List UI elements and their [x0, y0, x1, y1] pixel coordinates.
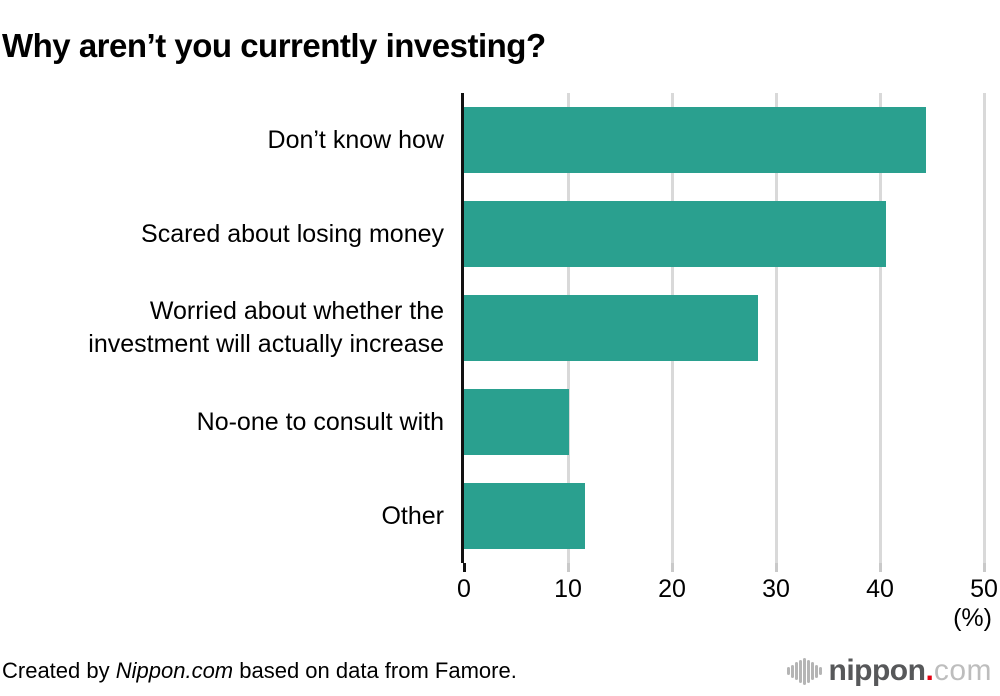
bar-row: Worried about whether the investment wil… [0, 281, 1000, 375]
bar-row: No-one to consult with [0, 375, 1000, 469]
logo-name: nippon [828, 654, 926, 687]
category-label: Other [381, 501, 444, 530]
bar-track [464, 107, 1000, 173]
footer: Created by Nippon.com based on data from… [0, 656, 1000, 686]
x-tick-label: 10 [554, 575, 582, 603]
credit-prefix: Created by [2, 658, 116, 683]
bar-track [464, 483, 1000, 549]
bar [464, 295, 759, 361]
bar-row: Scared about losing money [0, 187, 1000, 281]
x-tick-label: 40 [866, 575, 894, 603]
bar [464, 483, 585, 549]
axis-tick [982, 563, 986, 572]
bar-rows: Don’t know how Scared about losing money… [0, 93, 1000, 563]
soundwave-icon [787, 657, 822, 685]
gridline [878, 93, 882, 563]
x-tick-label: 20 [658, 575, 686, 603]
x-tick-label: 50 [970, 575, 998, 603]
bar-track [464, 295, 1000, 361]
gridline [774, 93, 778, 563]
bar [464, 107, 926, 173]
logo-tld: com [933, 654, 992, 687]
bar-track [464, 201, 1000, 267]
nippon-logo: nippon. com [787, 656, 992, 686]
x-tick-label: 0 [457, 575, 471, 603]
category-label: Don’t know how [267, 125, 444, 154]
category-label: No-one to consult with [196, 407, 444, 436]
nippon-logo-text: nippon. com [829, 656, 993, 686]
y-axis-line [461, 93, 464, 563]
axis-tick [670, 563, 674, 572]
credit-source: Nippon.com [115, 658, 234, 683]
axis-tick [566, 563, 570, 572]
page-title: Why aren’t you currently investing? [2, 27, 546, 65]
logo-dot: . [925, 654, 934, 687]
gridline [982, 93, 986, 563]
credit-line: Created by Nippon.com based on data from… [2, 658, 517, 684]
axis-tick [774, 563, 778, 572]
credit-suffix: based on data from Famore. [233, 658, 517, 683]
axis-tick [878, 563, 882, 572]
category-label: Scared about losing money [141, 219, 444, 248]
bar-track [464, 389, 1000, 455]
bar-row: Other [0, 469, 1000, 563]
bar-row: Don’t know how [0, 93, 1000, 187]
category-label: Worried about whether the investment wil… [88, 297, 444, 358]
bar [464, 389, 570, 455]
axis-tick [462, 563, 466, 572]
bar [464, 201, 887, 267]
x-tick-label: 30 [762, 575, 790, 603]
axis-unit-label: (%) [953, 604, 992, 632]
